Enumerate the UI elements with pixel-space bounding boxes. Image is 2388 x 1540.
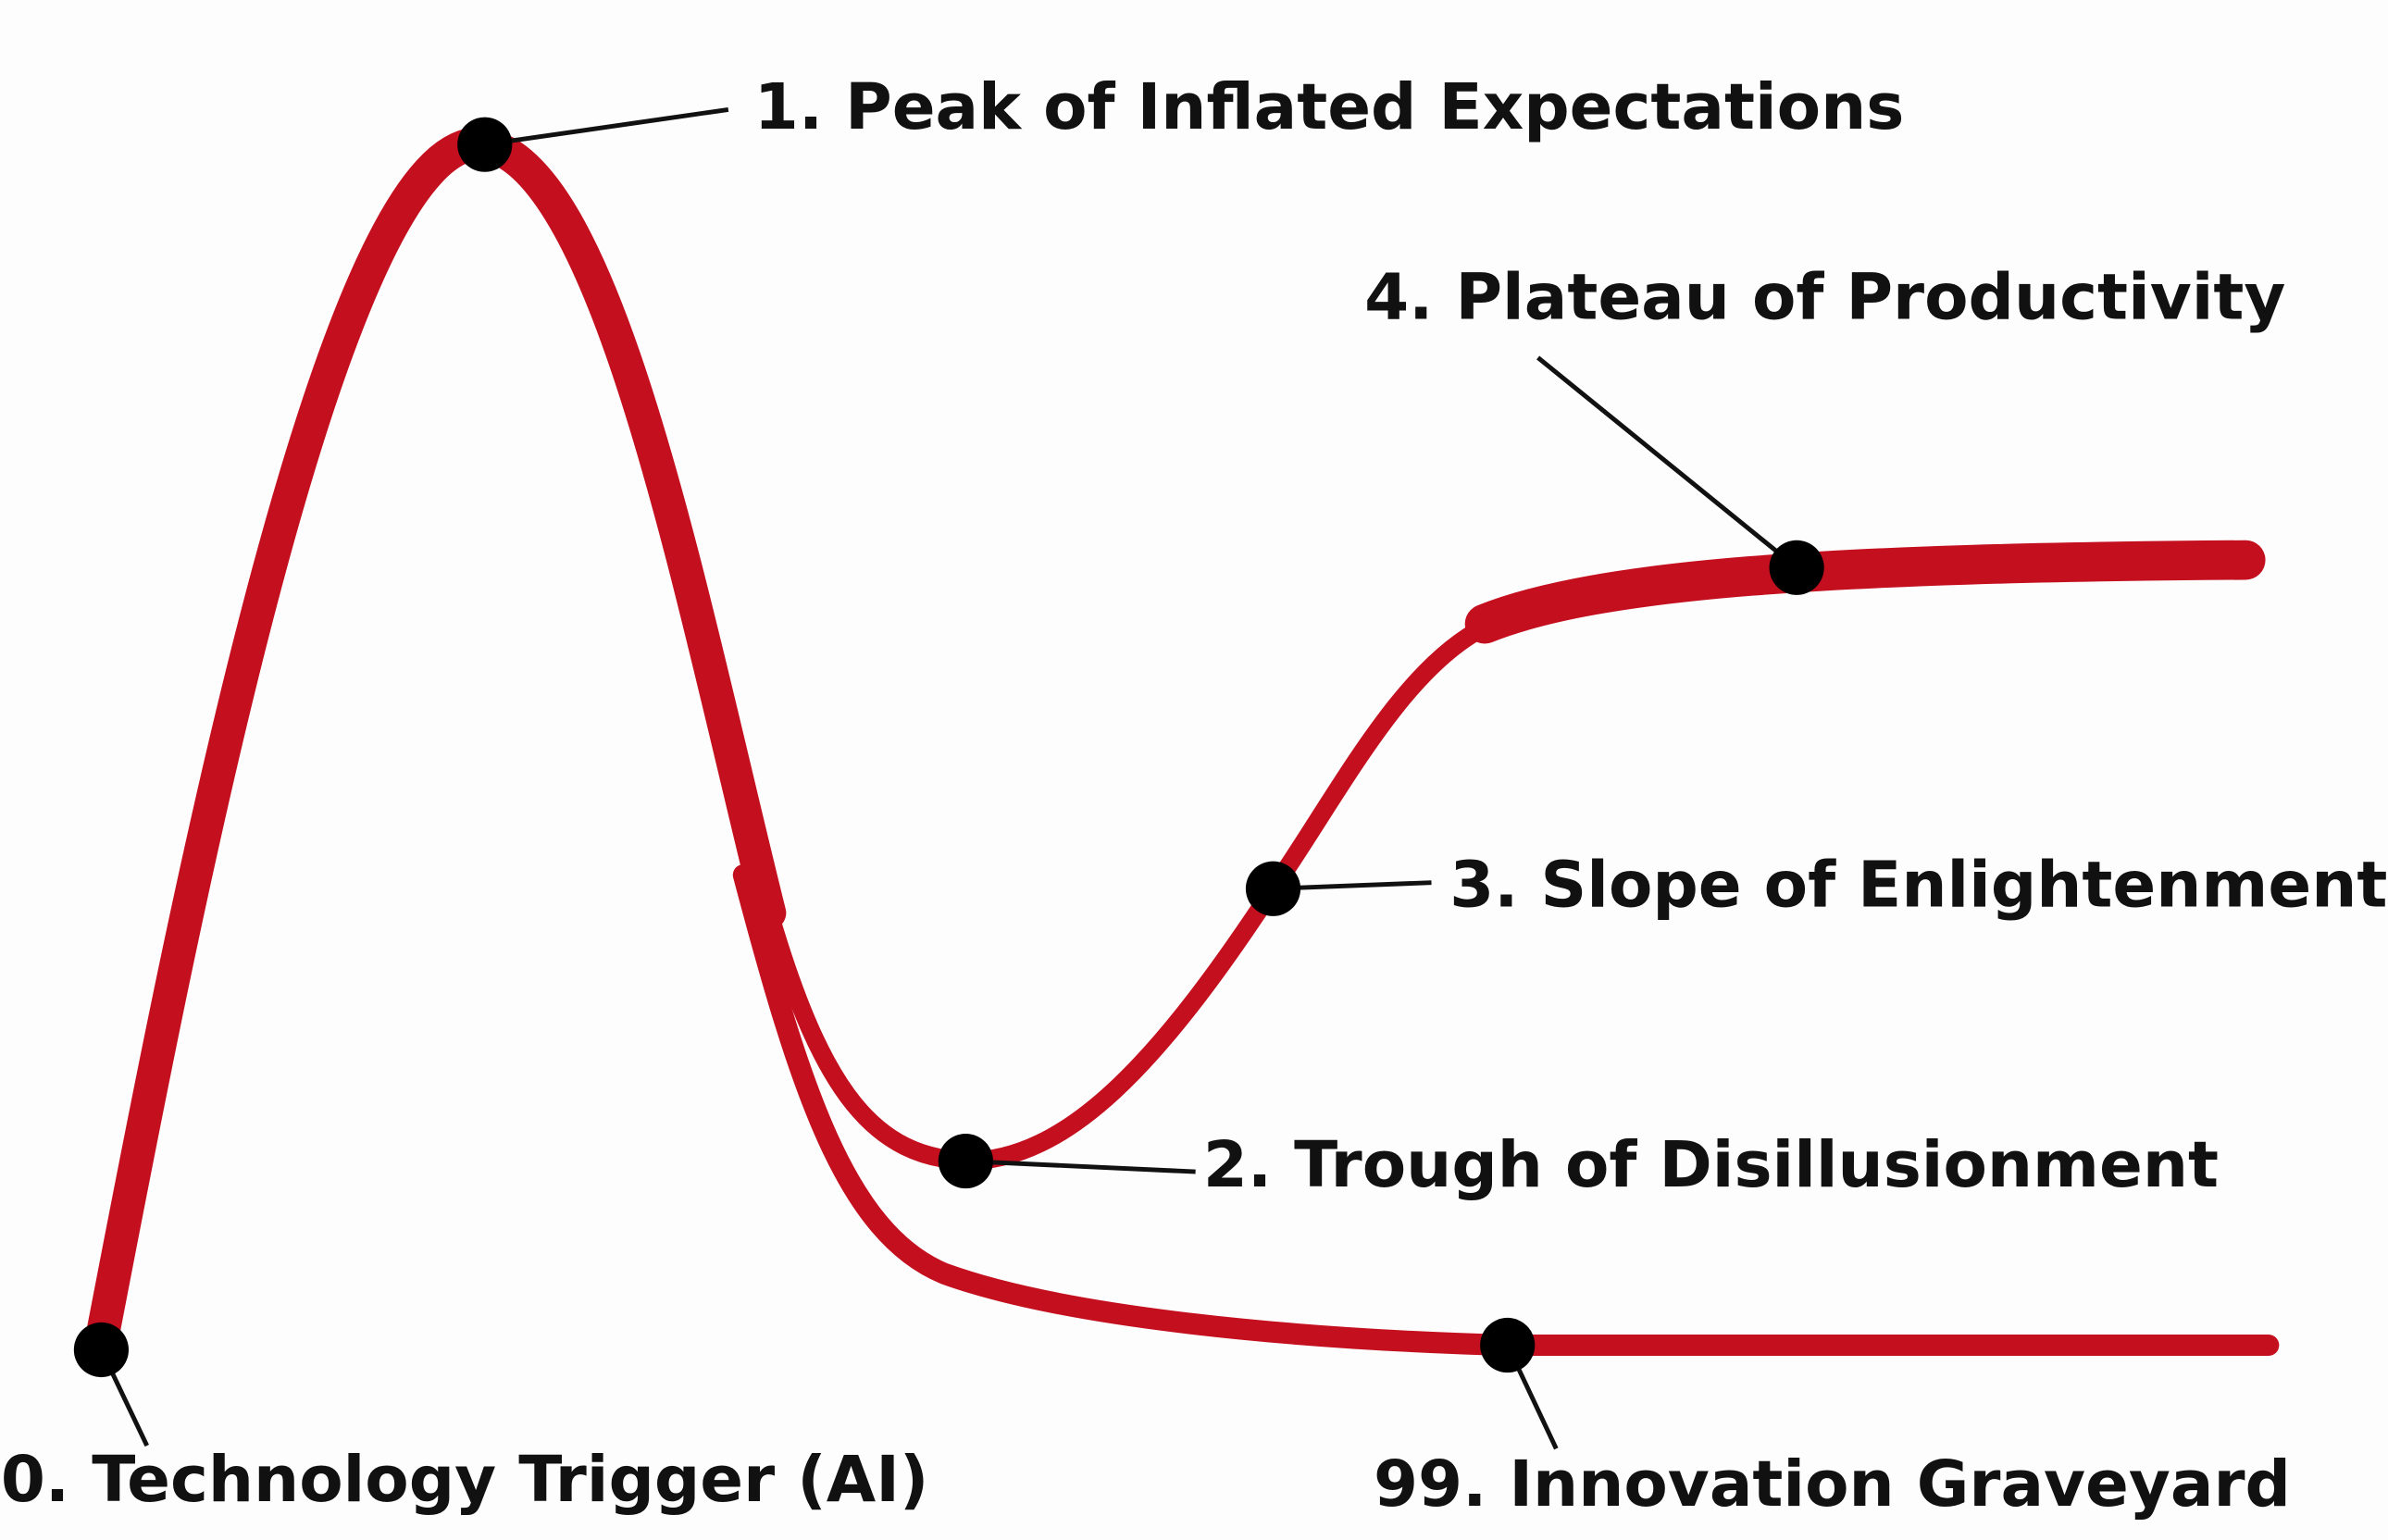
stage-label: 4. Plateau of Productivity xyxy=(1364,261,2285,335)
stage-dot xyxy=(457,117,513,172)
graveyard-curve xyxy=(732,863,2280,1357)
stage-dot xyxy=(1480,1317,1536,1373)
stage-dot xyxy=(1769,540,1824,595)
hype-curve-rise xyxy=(82,127,787,1367)
stage-label: 1. Peak of Inflated Expectations xyxy=(754,70,1905,144)
stage-label: 99. Innovation Graveyard xyxy=(1374,1447,2291,1521)
leader-line xyxy=(1536,355,1798,570)
leader-line xyxy=(484,106,729,147)
leader-line xyxy=(965,1159,1196,1174)
stage-dot xyxy=(1245,861,1301,916)
stage-dot xyxy=(938,1133,993,1189)
plateau-curve xyxy=(1464,540,2266,644)
stage-label: 3. Slope of Enlightenment xyxy=(1449,848,2387,922)
hype-curve-recovery xyxy=(760,617,1494,1171)
stage-dot xyxy=(73,1322,130,1378)
stage-label: 2. Trough of Disillusionment xyxy=(1203,1128,2219,1202)
stage-label: 0. Technology Trigger (AI) xyxy=(1,1443,929,1517)
